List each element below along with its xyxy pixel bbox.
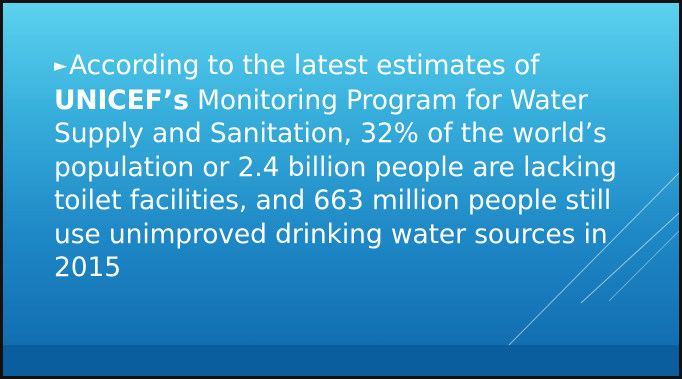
decorative-line-1 (580, 212, 679, 304)
body-text-bold-org: UNICEF’s (54, 84, 189, 116)
decorative-line-3 (608, 230, 679, 302)
body-text-intro: According to the latest estimates of (68, 50, 540, 81)
slide-bottom-band (3, 345, 679, 376)
bullet-arrow-icon: ► (54, 56, 67, 76)
body-text-rest: Monitoring Program for Water Supply and … (54, 84, 617, 284)
decorative-line-2 (508, 172, 679, 346)
decorative-lines (508, 172, 679, 346)
slide-body-text: ►According to the latest estimates of UN… (54, 49, 654, 285)
